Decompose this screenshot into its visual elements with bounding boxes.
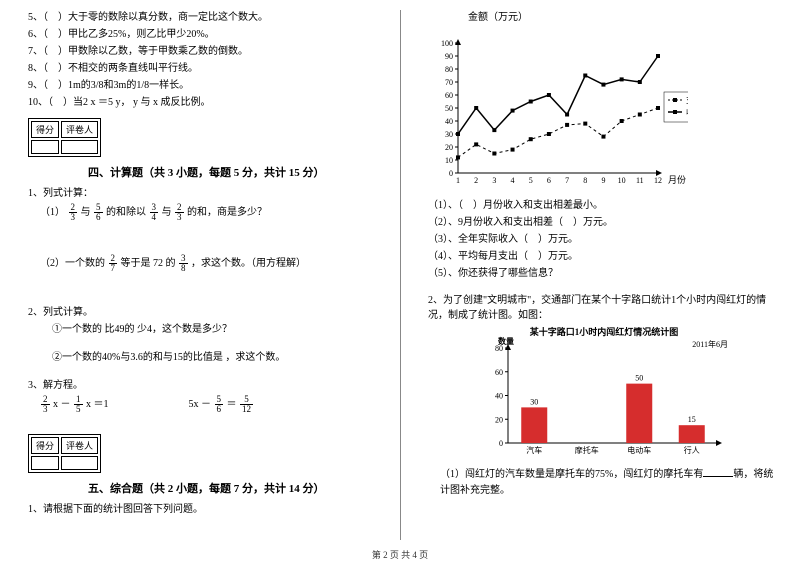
score-box-2: 得分评卷人 [28, 434, 101, 473]
svg-text:4: 4 [511, 176, 515, 185]
svg-text:10: 10 [445, 156, 453, 165]
svg-text:50: 50 [445, 104, 453, 113]
svg-text:20: 20 [495, 415, 503, 424]
section-5-title: 五、综合题（共 2 小题，每题 7 分，共计 14 分） [88, 480, 380, 496]
svg-text:支出: 支出 [686, 95, 688, 105]
svg-text:20: 20 [445, 143, 453, 152]
svg-text:摩托车: 摩托车 [575, 445, 599, 455]
page-footer: 第 2 页 共 4 页 [0, 548, 800, 561]
column-divider [400, 10, 401, 540]
svg-text:60: 60 [445, 91, 453, 100]
q2-label: 2、列式计算。 [28, 305, 380, 320]
tf-question: 9、（ ）1m的3/8和3m的1/8一样长。 [28, 78, 380, 93]
svg-text:11: 11 [636, 176, 644, 185]
svg-text:60: 60 [495, 368, 503, 377]
q2-1: ①一个数的 比49的 少4，这个数是多少？ [52, 322, 380, 338]
svg-text:100: 100 [441, 39, 453, 48]
right-column: 金额（万元） 010203040506070809010012345678910… [400, 0, 800, 545]
svg-text:8: 8 [583, 176, 587, 185]
svg-text:40: 40 [495, 392, 503, 401]
svg-text:2: 2 [474, 176, 478, 185]
svg-text:90: 90 [445, 52, 453, 61]
q3-label: 3、解方程。 [28, 378, 380, 393]
svg-text:80: 80 [495, 344, 503, 353]
svg-text:月份（月）: 月份（月） [668, 174, 688, 185]
q1-label: 1、列式计算： [28, 186, 380, 201]
left-column: 5、（ ）大于零的数除以真分数，商一定比这个数大。 6、（ ）甲比乙多25%，则乙… [0, 0, 400, 545]
svg-text:10: 10 [618, 176, 626, 185]
q2-intro: 2、为了创建"文明城市"，交通部门在某个十字路口统计1个小时内闯红灯的情况，制成… [428, 293, 780, 323]
q3-equations: 23 x － 15 x ＝1 5x － 56 ＝ 512 [40, 395, 380, 414]
line-chart-title: 金额（万元） [468, 8, 780, 23]
svg-text:70: 70 [445, 78, 453, 87]
q1-2: （2）一个数的 27 等于是 72 的 38 ，求这个数。（用方程解） [40, 254, 380, 273]
tf-question: 8、（ ）不相交的两条直线叫平行线。 [28, 61, 380, 76]
true-false-block: 5、（ ）大于零的数除以真分数，商一定比这个数大。 6、（ ）甲比乙多25%，则乙… [28, 10, 380, 110]
line-chart: 0102030405060708090100123456789101112支出收… [428, 23, 688, 193]
line-chart-question: （5）、你还获得了哪些信息？ [428, 266, 780, 281]
svg-text:2011年6月: 2011年6月 [692, 339, 728, 349]
svg-text:3: 3 [492, 176, 496, 185]
svg-text:汽车: 汽车 [526, 445, 542, 455]
score-label: 得分 [31, 121, 59, 138]
svg-text:1: 1 [456, 176, 460, 185]
svg-text:6: 6 [547, 176, 551, 185]
line-chart-question: （3）、全年实际收入（ ）万元。 [428, 232, 780, 247]
tf-question: 6、（ ）甲比乙多25%，则乙比甲少20%。 [28, 27, 380, 42]
svg-text:电动车: 电动车 [627, 445, 651, 455]
svg-text:某十字路口1小时内闯红灯情况统计图: 某十字路口1小时内闯红灯情况统计图 [530, 326, 679, 337]
svg-text:行人: 行人 [684, 445, 700, 455]
line-chart-question: （1）、（ ）月份收入和支出相差最小。 [428, 198, 780, 213]
line-chart-question: （2）、9月份收入和支出相差（ ）万元。 [428, 215, 780, 230]
svg-text:50: 50 [635, 374, 643, 383]
svg-text:15: 15 [688, 415, 696, 424]
q2-sub: （1）闯红灯的汽车数量是摩托车的75%，闯红灯的摩托车有辆，将统计图补充完整。 [440, 467, 780, 499]
section-4-title: 四、计算题（共 3 小题，每题 5 分，共计 15 分） [88, 164, 380, 180]
grader-label: 评卷人 [61, 121, 98, 138]
svg-text:30: 30 [445, 130, 453, 139]
svg-text:0: 0 [499, 439, 503, 448]
tf-question: 5、（ ）大于零的数除以真分数，商一定比这个数大。 [28, 10, 380, 25]
score-box-1: 得分 评卷人 [28, 118, 101, 157]
q1-1: （1） 23 与 56 的和除以 34 与 23 的和，商是多少？ [40, 203, 380, 222]
q2-2: ②一个数的40%与3.6的和与15的比值是 ，求这个数。 [52, 350, 380, 366]
q5-1: 1、请根据下面的统计图回答下列问题。 [28, 502, 380, 517]
svg-text:30: 30 [530, 397, 538, 406]
svg-text:7: 7 [565, 176, 569, 185]
bar-chart: 某十字路口1小时内闯红灯情况统计图2011年6月数量02040608030汽车摩… [474, 325, 734, 465]
svg-text:80: 80 [445, 65, 453, 74]
line-chart-question: （4）、平均每月支出（ ）万元。 [428, 249, 780, 264]
tf-question: 7、（ ）甲数除以乙数，等于甲数乘乙数的倒数。 [28, 44, 380, 59]
svg-text:9: 9 [601, 176, 605, 185]
svg-text:5: 5 [529, 176, 533, 185]
line-chart-questions: （1）、（ ）月份收入和支出相差最小。 （2）、9月份收入和支出相差（ ）万元。 （… [428, 198, 780, 281]
svg-text:收入: 收入 [686, 107, 688, 117]
tf-question: 10、（ ）当2 x ＝5 y， y 与 x 成反比例。 [28, 95, 380, 110]
svg-text:12: 12 [654, 176, 662, 185]
svg-text:0: 0 [449, 169, 453, 178]
svg-text:40: 40 [445, 117, 453, 126]
